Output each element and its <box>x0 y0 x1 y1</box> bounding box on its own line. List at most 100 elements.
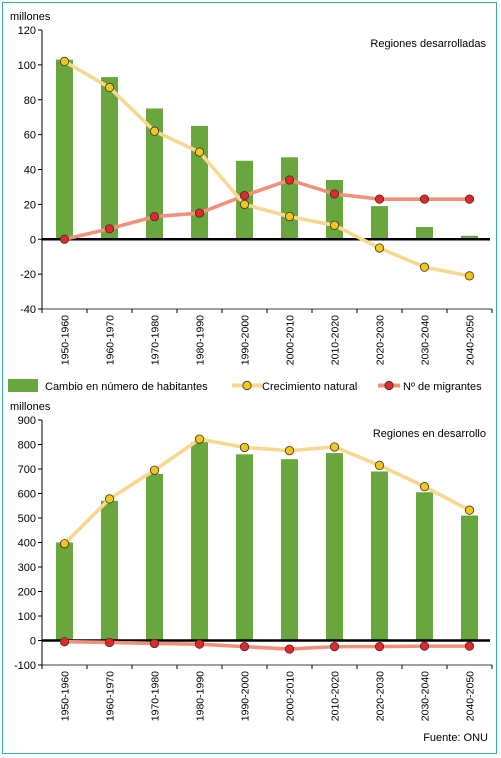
point-migrants-1960-1970 <box>104 637 115 648</box>
y-tick-label: 600 <box>18 489 36 501</box>
point-natural-1970-1980 <box>149 465 160 475</box>
bar-2020-2030 <box>371 471 388 641</box>
point-migrants-1970-1980 <box>149 211 160 222</box>
point-natural-2010-2020 <box>329 442 340 452</box>
y-tick-label: 400 <box>18 538 36 550</box>
y-tick-label: 120 <box>18 25 36 37</box>
y-tick-label: 100 <box>18 60 36 72</box>
bar-2040-2050 <box>461 235 478 240</box>
bar-2040-2050 <box>461 515 478 641</box>
y-tick-label: 900 <box>18 415 36 427</box>
point-migrants-2020-2030 <box>374 194 385 204</box>
y-tick-label: 200 <box>18 587 36 599</box>
legend-migrants-dot <box>384 380 394 391</box>
x-category-label: 2020-2030 <box>375 671 387 721</box>
point-migrants-2000-2010 <box>284 644 295 654</box>
x-category-label: 1990-2000 <box>240 315 252 365</box>
bar-1980-1990 <box>191 125 208 240</box>
point-migrants-2040-2050 <box>464 194 475 204</box>
bar-2010-2020 <box>326 179 343 240</box>
bar-2000-2010 <box>281 157 298 240</box>
legend-bars-label: Cambio en número de habitantes <box>45 381 208 393</box>
point-natural-1990-2000 <box>239 199 250 209</box>
point-natural-1980-1990 <box>194 147 205 157</box>
panel-title: Regiones en desarrollo <box>373 428 486 440</box>
y-tick-label: 0 <box>30 234 36 246</box>
point-migrants-1980-1990 <box>194 208 205 218</box>
x-category-label: 2040-2050 <box>465 315 477 365</box>
point-migrants-1990-2000 <box>239 642 250 652</box>
point-natural-2020-2030 <box>374 243 385 253</box>
series-line-migrants <box>62 639 472 651</box>
x-category-label: 1970-1980 <box>150 315 162 365</box>
legend-natural-dot <box>242 380 252 391</box>
y-unit-label: millones <box>10 11 51 23</box>
bar-1970-1980 <box>146 473 163 641</box>
point-migrants-2010-2020 <box>329 642 340 652</box>
x-category-label: 2010-2020 <box>330 315 342 365</box>
y-tick-label: 700 <box>18 464 36 476</box>
point-migrants-1990-2000 <box>239 191 250 201</box>
bar-1960-1970 <box>101 500 118 641</box>
point-migrants-1970-1980 <box>149 638 160 649</box>
point-migrants-1950-1960 <box>59 234 70 244</box>
point-natural-1980-1990 <box>194 434 205 444</box>
point-migrants-1950-1960 <box>59 637 70 647</box>
point-natural-2030-2040 <box>419 482 430 492</box>
bar-2020-2030 <box>371 206 388 240</box>
x-category-label: 1950-1960 <box>60 671 72 721</box>
series-line-migrants <box>62 178 472 242</box>
bar-2010-2020 <box>326 453 343 641</box>
point-migrants-2010-2020 <box>329 189 340 199</box>
point-natural-2040-2050 <box>464 271 475 281</box>
point-natural-2000-2010 <box>284 446 295 456</box>
panel-title: Regiones desarrolladas <box>370 38 486 50</box>
point-migrants-1960-1970 <box>104 224 115 234</box>
legend-migrants-label: Nº de migrantes <box>403 381 482 393</box>
point-migrants-2040-2050 <box>464 641 475 651</box>
chart-panel-en-desarrollo: millones Regiones en desarrollo -100 0 100 20… <box>10 401 493 721</box>
y-tick-label: 800 <box>18 440 36 452</box>
x-category-label: 1950-1960 <box>60 315 72 365</box>
y-tick-label: -100 <box>14 660 36 672</box>
point-migrants-1980-1990 <box>194 639 205 649</box>
bar-1970-1980 <box>146 108 163 240</box>
bar-2000-2010 <box>281 459 298 641</box>
point-natural-2010-2020 <box>329 220 340 230</box>
bar-1980-1990 <box>191 442 208 641</box>
x-category-label: 1960-1970 <box>105 315 117 365</box>
source-note: Fuente: ONU <box>423 732 488 744</box>
series-line-natural <box>62 59 472 278</box>
point-natural-1960-1970 <box>104 494 115 504</box>
x-category-label: 2040-2050 <box>465 671 477 721</box>
point-migrants-2030-2040 <box>419 194 430 204</box>
x-category-label: 2030-2040 <box>420 671 432 721</box>
y-tick-label: 20 <box>24 199 36 211</box>
point-natural-2030-2040 <box>419 262 430 272</box>
bar-2030-2040 <box>416 227 433 240</box>
legend: Cambio en número de habitantes Crecimien… <box>8 379 482 393</box>
point-natural-1950-1960 <box>59 56 70 66</box>
y-tick-label: 60 <box>24 130 36 142</box>
y-tick-label: 0 <box>30 636 36 648</box>
point-natural-2020-2030 <box>374 460 385 470</box>
y-tick-label: 40 <box>24 165 36 177</box>
x-category-label: 1980-1990 <box>195 671 207 721</box>
point-migrants-2020-2030 <box>374 642 385 652</box>
point-natural-1990-2000 <box>239 442 250 453</box>
point-natural-2040-2050 <box>464 505 475 515</box>
y-tick-label: 100 <box>18 611 36 623</box>
x-category-label: 2010-2020 <box>330 671 342 721</box>
point-natural-1970-1980 <box>149 126 160 136</box>
y-tick-label: 300 <box>18 562 36 574</box>
x-category-label: 2000-2010 <box>285 671 297 721</box>
bar-1990-2000 <box>236 454 253 641</box>
legend-natural-label: Crecimiento natural <box>262 381 357 393</box>
x-category-label: 1990-2000 <box>240 671 252 721</box>
series-line-natural <box>62 437 472 546</box>
y-tick-label: 500 <box>18 513 36 525</box>
y-tick-label: -20 <box>20 269 36 281</box>
